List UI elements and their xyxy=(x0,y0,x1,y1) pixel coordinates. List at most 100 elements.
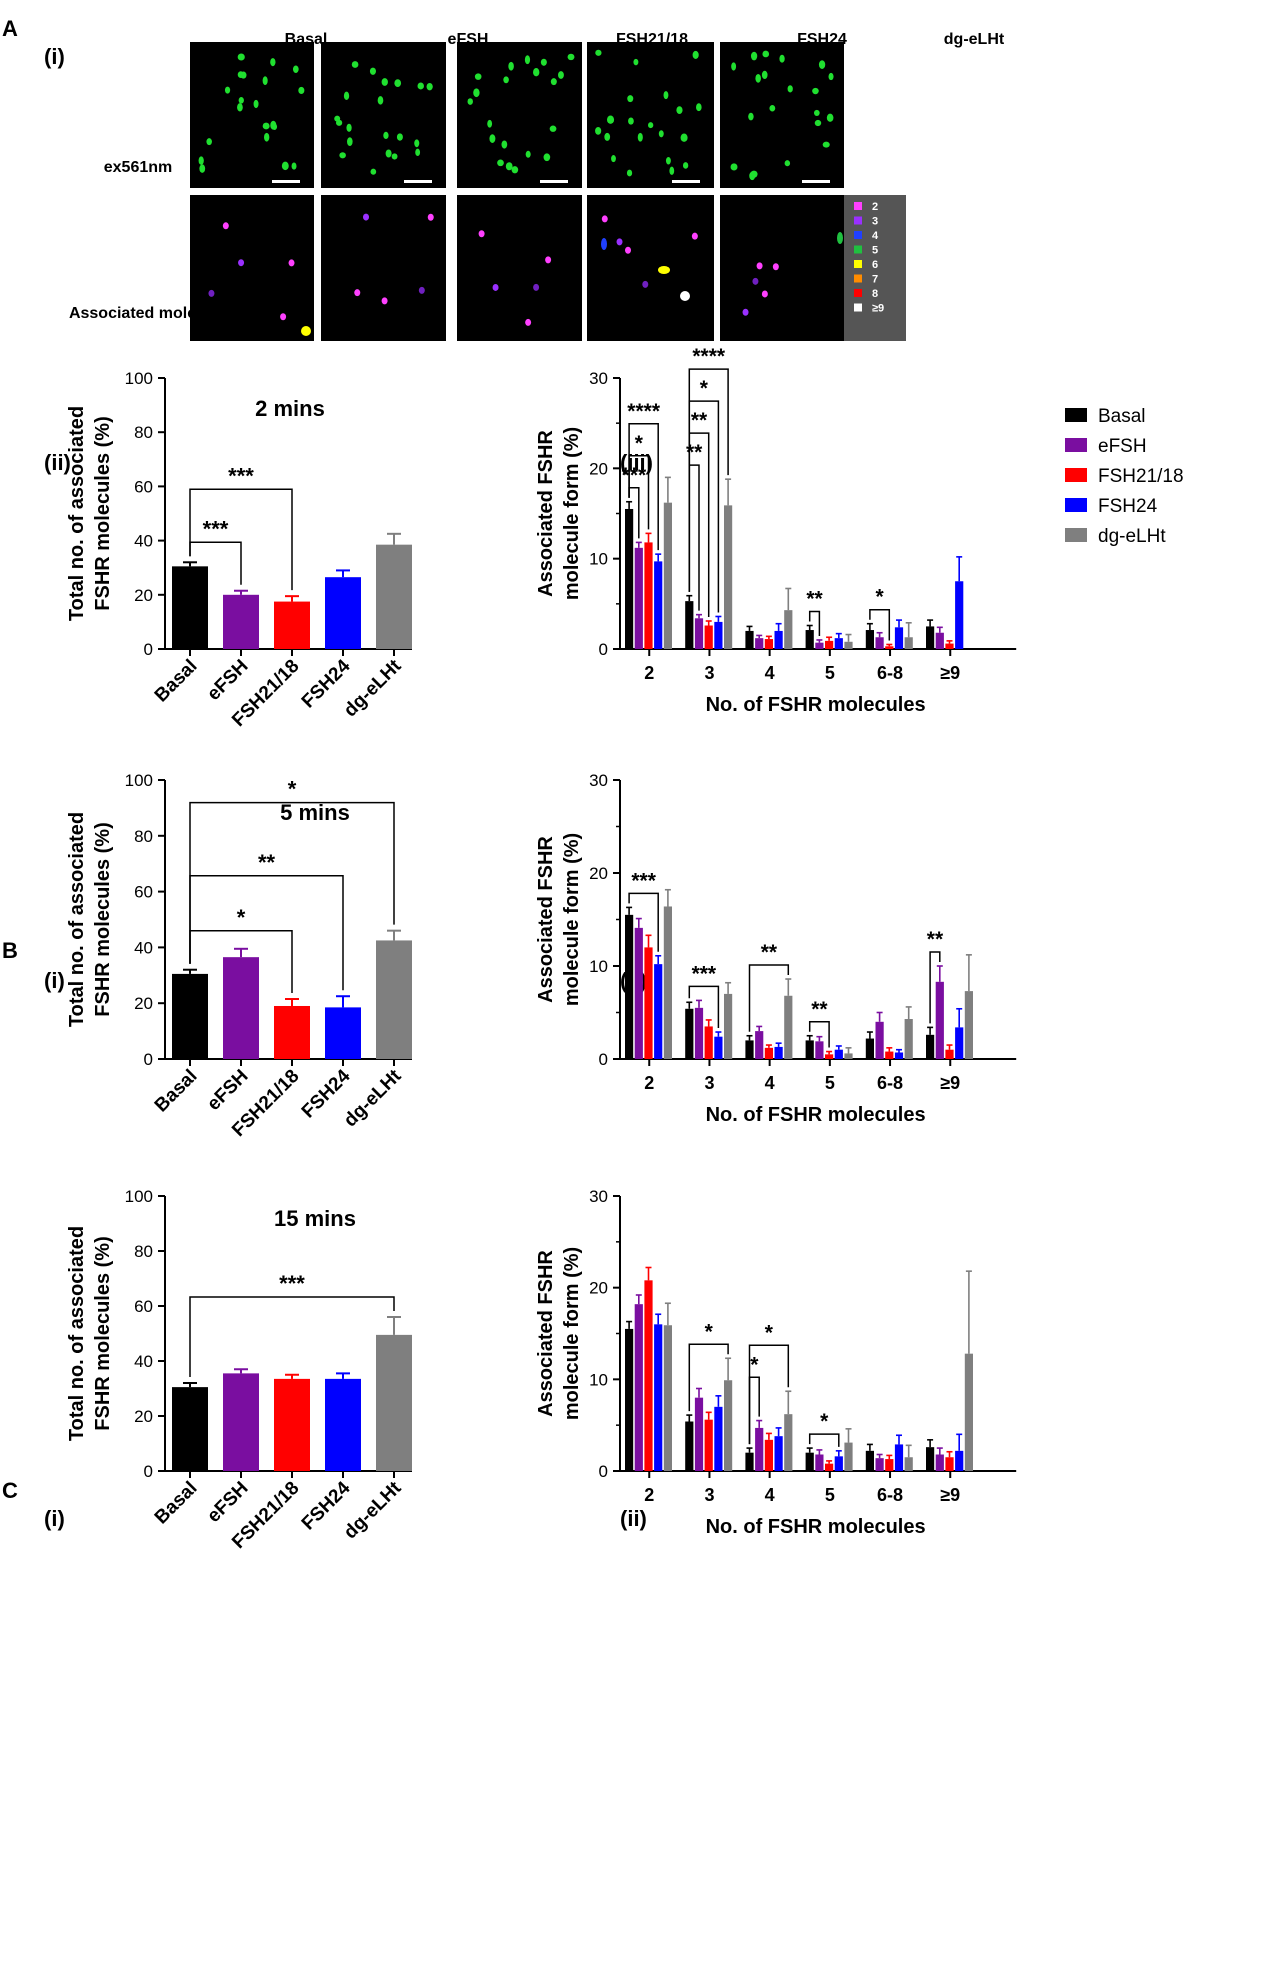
bar-dg-elht-4 xyxy=(784,995,793,1059)
ex561nm-image-basal xyxy=(190,42,314,188)
significance-label: * xyxy=(876,586,885,609)
bar-efsh-3 xyxy=(694,1397,704,1471)
chart-title: 2 mins xyxy=(255,396,325,421)
y-tick-label: 20 xyxy=(134,586,153,605)
bar-fsh24-2 xyxy=(654,561,663,649)
significance-label: ** xyxy=(686,441,703,464)
bar-fsh21-18 xyxy=(274,1378,310,1471)
y-tick-label: 20 xyxy=(589,1279,608,1298)
significance-label: *** xyxy=(692,962,717,985)
legend-swatch-dg-elht xyxy=(1065,528,1087,542)
bar-fsh21-18-3 xyxy=(704,625,713,649)
bar-basal-3 xyxy=(685,1008,694,1059)
x-tick-label-3: 3 xyxy=(704,663,714,683)
significance-label: **** xyxy=(692,345,726,368)
x-axis-label: No. of FSHR molecules xyxy=(706,1104,926,1126)
legend-swatch-fsh24 xyxy=(1065,498,1087,512)
y-axis-label-line: FSHR molecules (%) xyxy=(92,1236,114,1430)
significance-bracket xyxy=(189,488,293,591)
significance-bracket xyxy=(628,423,659,551)
bar-dg-elht-4 xyxy=(784,1414,793,1471)
significance-label: * xyxy=(820,1410,829,1433)
legend-swatch-3 xyxy=(854,216,862,225)
bar-fsh24 xyxy=(325,1007,361,1059)
bar-fsh24 xyxy=(325,577,361,649)
bar-fsh21-18-5 xyxy=(825,640,834,649)
bar-fsh24-ge9 xyxy=(955,581,964,649)
ex561nm-image-fsh24 xyxy=(587,42,714,188)
bar-fsh24-2 xyxy=(654,1324,663,1471)
y-axis-label-line: molecule form (%) xyxy=(561,1247,583,1420)
bar-efsh xyxy=(223,1373,259,1471)
bar-basal-ge9 xyxy=(926,1447,935,1471)
bar-efsh-4 xyxy=(755,1427,764,1471)
significance-label: * xyxy=(237,905,246,930)
y-tick-label: 40 xyxy=(134,532,153,551)
bar-dg-elht-5 xyxy=(844,1442,853,1471)
y-axis-label: Total no. of associated FSHR molecules (%… xyxy=(66,1226,114,1441)
y-tick-label: 100 xyxy=(125,1187,153,1206)
bar-dg-elht xyxy=(376,940,412,1059)
bar-basal-ge9 xyxy=(926,626,935,649)
x-tick-label-5: 5 xyxy=(825,663,835,683)
bar-fsh21-18 xyxy=(274,601,310,649)
bar-basal xyxy=(172,973,208,1059)
bar-basal-3 xyxy=(685,601,694,649)
significance-label: ** xyxy=(806,588,823,611)
bar-basal-3 xyxy=(685,1421,694,1471)
legend-swatch-fsh21-18 xyxy=(1065,468,1087,482)
panel-label-a: A xyxy=(2,16,18,41)
bar-fsh21-18-ge9 xyxy=(945,1457,954,1471)
bar-efsh-2 xyxy=(634,547,643,649)
x-tick-label-6-8: 6-8 xyxy=(877,1485,903,1505)
legend-label-5: 5 xyxy=(872,245,878,257)
x-tick-label-efsh: eFSH xyxy=(203,1478,252,1527)
significance-label: *** xyxy=(228,463,254,488)
x-tick-label-4: 4 xyxy=(765,1485,775,1505)
x-tick-label-dg-elht: dg-eLHt xyxy=(340,1477,406,1543)
y-tick-label: 100 xyxy=(125,771,153,790)
bar-efsh-3 xyxy=(694,1007,704,1059)
y-tick-label: 10 xyxy=(589,957,608,976)
bar-fsh21-18-5 xyxy=(825,1054,834,1059)
bar-fsh24-5 xyxy=(834,638,843,649)
bar-fsh21-18-ge9 xyxy=(945,1049,954,1059)
bar-basal-6-8 xyxy=(865,630,874,649)
bar-fsh21-18-4 xyxy=(764,639,773,649)
significance-bracket xyxy=(808,1021,830,1048)
y-tick-label: 20 xyxy=(589,864,608,883)
legend-label-3: 3 xyxy=(872,216,878,228)
bar-basal-5 xyxy=(805,1452,814,1471)
x-tick-label-dg-elht: dg-eLHt xyxy=(340,655,406,721)
significance-label: ** xyxy=(691,409,708,432)
legend-label-7: 7 xyxy=(872,274,878,286)
y-tick-label: 0 xyxy=(144,1462,153,1481)
x-tick-label-2: 2 xyxy=(644,1485,654,1505)
y-tick-label: 20 xyxy=(134,994,153,1013)
chart-c-ii: 0 10 20 30 Associated FSHR molecule form (%) 2… xyxy=(535,1187,1017,1538)
y-axis-label-line: Associated FSHR xyxy=(535,836,557,1003)
row-label-ex561nm: ex561nm xyxy=(104,159,173,176)
x-tick-label-2: 2 xyxy=(644,1073,654,1093)
legend-label-dg-elht: dg-eLHt xyxy=(1098,526,1166,547)
x-axis-label: No. of FSHR molecules xyxy=(706,1516,926,1538)
significance-label: *** xyxy=(622,464,647,487)
x-tick-label-5: 5 xyxy=(825,1073,835,1093)
panel-label-a-i: (i) xyxy=(44,44,65,69)
x-tick-label-6-8: 6-8 xyxy=(877,663,903,683)
chart-a-ii: 0 20 40 60 80 100 Total no. of associated FSHR … xyxy=(66,369,412,731)
panel-label-a-ii: (ii) xyxy=(44,450,71,475)
bar-fsh21-18-ge9 xyxy=(945,643,954,649)
x-axis-label: No. of FSHR molecules xyxy=(706,694,926,716)
y-tick-label: 30 xyxy=(589,369,608,388)
y-tick-label: 60 xyxy=(134,477,153,496)
significance-bracket xyxy=(189,1296,395,1377)
bar-dg-elht-ge9 xyxy=(964,1353,973,1471)
significance-bracket xyxy=(748,1344,790,1445)
bar-basal-5 xyxy=(805,630,814,649)
bar-basal xyxy=(172,566,208,649)
panel-label-b-i: (i) xyxy=(44,968,65,993)
bar-dg-elht-ge9 xyxy=(964,991,973,1059)
associated-image-fsh24 xyxy=(587,195,714,341)
